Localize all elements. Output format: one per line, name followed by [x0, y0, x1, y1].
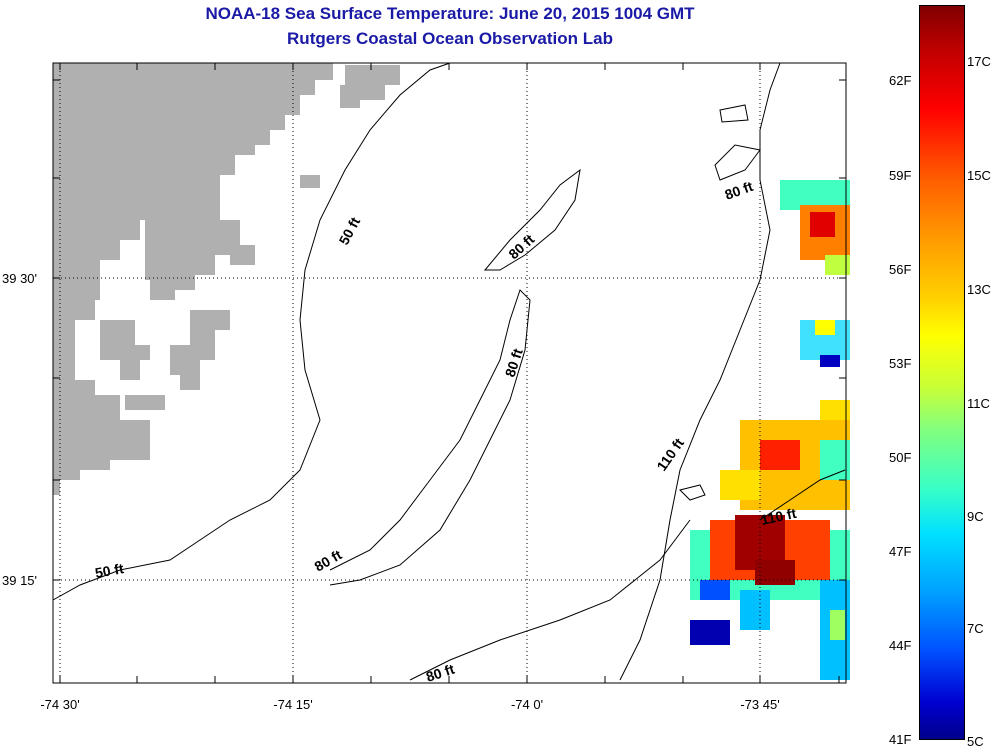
colorbar-c-label: 13C: [967, 282, 991, 297]
colorbar-c-label: 15C: [967, 168, 991, 183]
temperature-colorbar: [919, 5, 965, 740]
contour-80ft: [329, 289, 531, 586]
lon-label: -74 15': [273, 697, 313, 712]
colorbar-c-label: 17C: [967, 54, 991, 69]
colorbar-f-label: 47F: [889, 544, 912, 559]
contour-80ft-b: [483, 168, 581, 271]
contour-label: 80 ft: [502, 346, 526, 379]
contour-label: 80 ft: [312, 546, 345, 574]
colorbar-c-label: 5C: [967, 734, 984, 749]
lon-label: -74 30': [40, 697, 80, 712]
lat-label: 39 30': [2, 271, 38, 286]
contour-label: 50 ft: [336, 214, 364, 247]
lon-label: -74 0': [510, 697, 544, 712]
contour-50ft: [52, 62, 451, 601]
colorbar-c-label: 11C: [967, 396, 990, 411]
contour-label: 110 ft: [653, 435, 687, 474]
contour-110ft: [619, 62, 781, 681]
lat-label: 39 15': [2, 573, 38, 588]
colorbar-c-label: 7C: [967, 621, 984, 636]
axis-ticks: [53, 63, 846, 683]
contour-label: 50 ft: [94, 560, 125, 581]
contour-80ft-c: [409, 519, 691, 681]
sst-patches: [690, 180, 850, 680]
land-mass: [53, 63, 400, 495]
bathymetry-contours: [52, 62, 846, 681]
colorbar-c-label: 9C: [967, 509, 984, 524]
contour-label: 80 ft: [424, 661, 457, 685]
colorbar-f-label: 56F: [889, 262, 912, 277]
map-title: NOAA-18 Sea Surface Temperature: June 20…: [205, 4, 695, 23]
contour-label: 110 ft: [759, 505, 798, 528]
colorbar-f-label: 53F: [889, 356, 912, 371]
lon-label: -73 45': [740, 697, 780, 712]
colorbar-f-label: 62F: [889, 73, 912, 88]
colorbar-f-label: 50F: [889, 450, 912, 465]
map-subtitle: Rutgers Coastal Ocean Observation Lab: [287, 29, 613, 48]
colorbar-f-label: 44F: [889, 638, 912, 653]
contour-label: 80 ft: [723, 178, 756, 203]
colorbar-f-label: 41F: [889, 732, 912, 747]
colorbar-f-label: 59F: [889, 168, 912, 183]
